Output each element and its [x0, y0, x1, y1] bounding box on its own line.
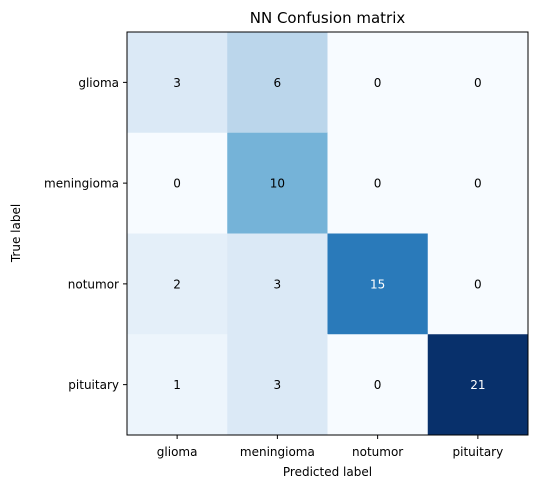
- heatmap-cell: [327, 132, 429, 234]
- cell-value-label: 3: [173, 76, 181, 90]
- cell-value-label: 0: [374, 76, 382, 90]
- heatmap-cell: [227, 233, 328, 335]
- y-tick-label: notumor: [68, 277, 119, 291]
- heatmap-cell: [427, 132, 529, 234]
- heatmap-cell: [227, 132, 328, 234]
- cell-value-label: 0: [374, 378, 382, 392]
- heatmap-cell: [227, 32, 328, 134]
- cell-value-label: 0: [173, 177, 181, 191]
- heatmap-cells: 3 6 0 0 0 10 0 0 2 3 15 0 1 3 0 21: [127, 32, 529, 436]
- heatmap-cell: [327, 334, 429, 436]
- cell-value-label: 0: [474, 76, 482, 90]
- heatmap-cell: [427, 233, 529, 335]
- y-tick-label: meningioma: [44, 177, 119, 191]
- cell-value-label: 3: [274, 378, 282, 392]
- x-tick-label: glioma: [157, 445, 198, 459]
- cell-value-label: 0: [374, 177, 382, 191]
- y-axis-ticks: glioma meningioma notumor pituitary: [44, 76, 127, 392]
- cell-value-label: 1: [173, 378, 181, 392]
- cell-value-label: 2: [173, 277, 181, 291]
- x-tick-label: meningioma: [240, 445, 315, 459]
- heatmap-cell: [227, 334, 328, 436]
- x-tick-label: pituitary: [453, 445, 504, 459]
- heatmap-cell: [127, 233, 228, 335]
- heatmap-cell: [327, 32, 429, 134]
- plot-frame: [126, 31, 529, 436]
- cell-value-label: 21: [470, 378, 485, 392]
- x-axis-ticks: glioma meningioma notumor pituitary: [157, 435, 503, 459]
- heatmap-cell: [127, 32, 228, 134]
- cell-value-label: 15: [370, 277, 385, 291]
- cell-value-label: 10: [270, 177, 285, 191]
- x-axis-label: Predicted label: [283, 465, 372, 479]
- x-tick-label: notumor: [352, 445, 403, 459]
- chart-title: NN Confusion matrix: [250, 9, 406, 27]
- cell-value-label: 3: [274, 277, 282, 291]
- cell-value-label: 0: [474, 277, 482, 291]
- y-tick-label: pituitary: [68, 378, 119, 392]
- y-tick-label: glioma: [78, 76, 119, 90]
- heatmap-cell: [127, 334, 228, 436]
- y-axis-label: True label: [9, 204, 23, 263]
- heatmap-cell: [427, 334, 529, 436]
- cell-value-label: 0: [474, 177, 482, 191]
- heatmap-cell: [427, 32, 529, 134]
- cell-value-label: 6: [274, 76, 282, 90]
- heatmap-cell: [327, 233, 429, 335]
- heatmap-cell: [127, 132, 228, 234]
